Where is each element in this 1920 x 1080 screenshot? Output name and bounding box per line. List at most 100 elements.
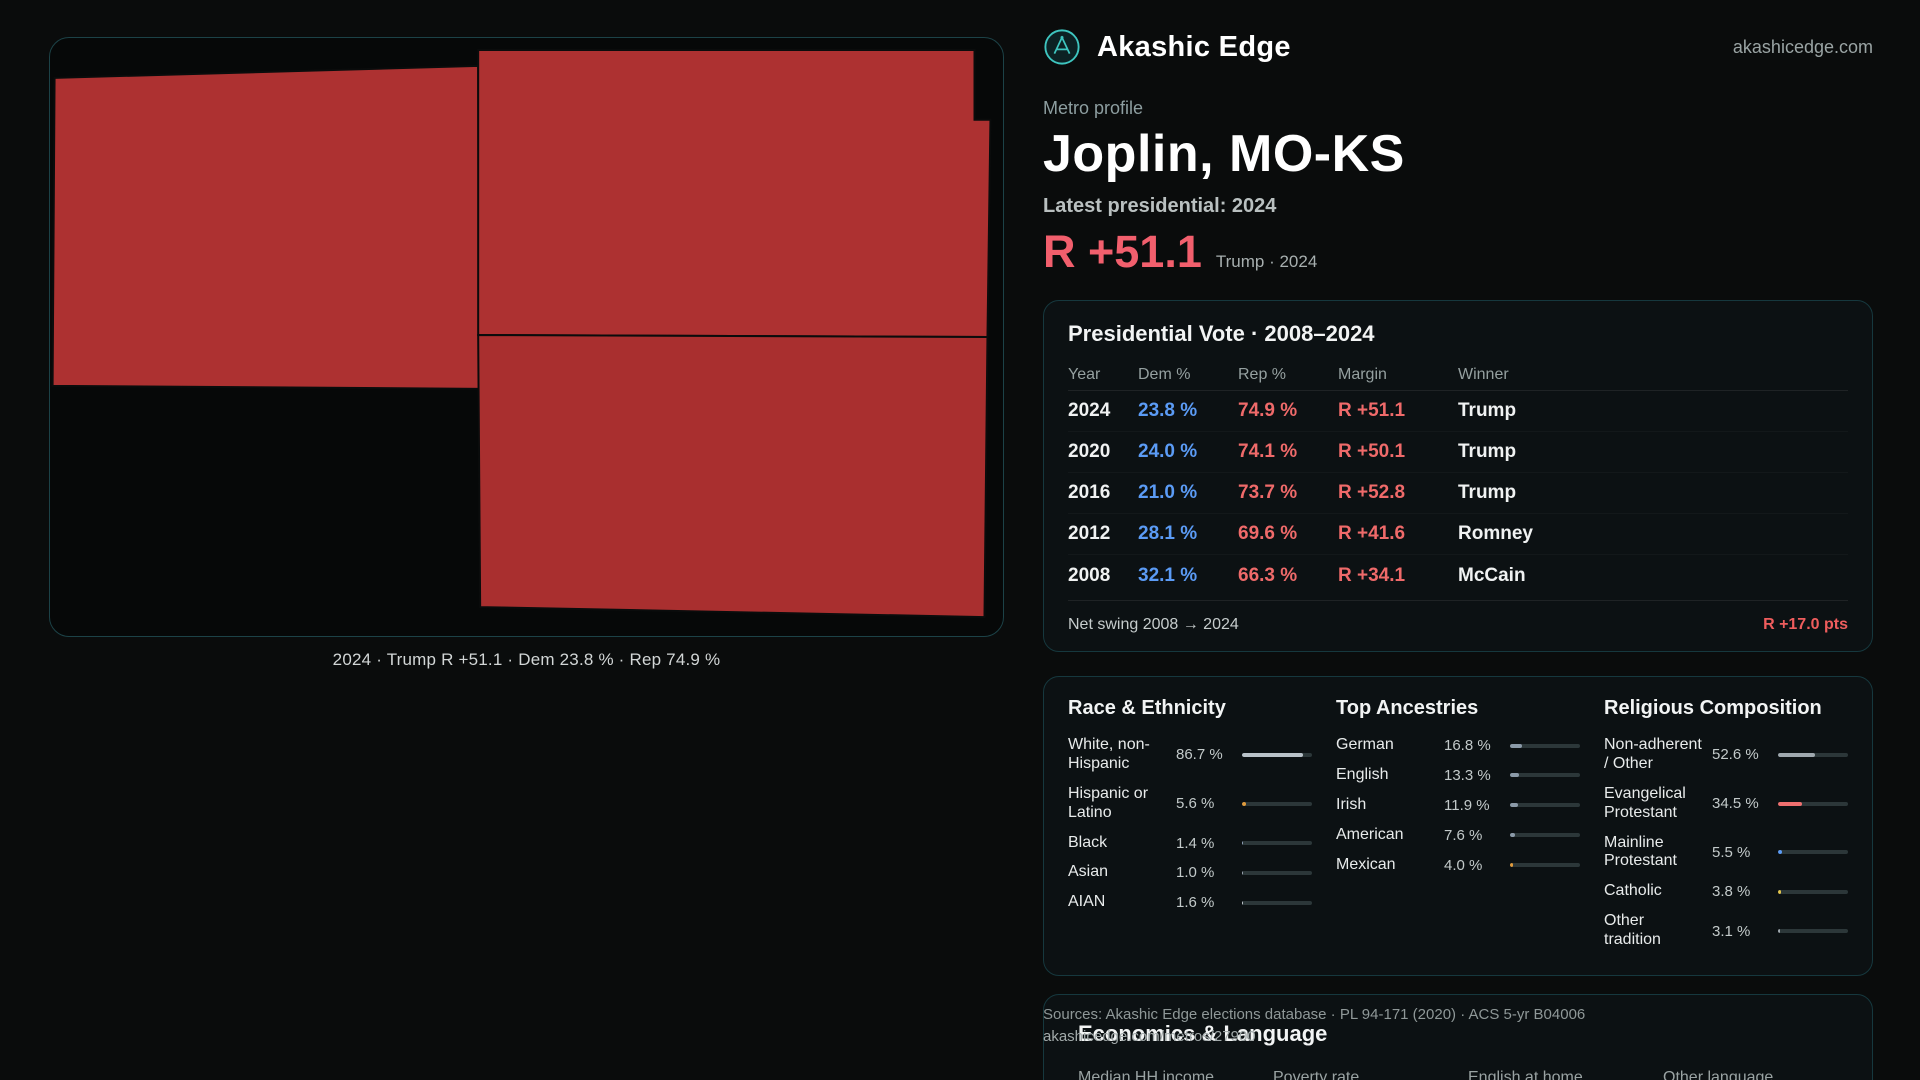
rep-cell: 66.3 %	[1238, 564, 1298, 586]
top-ancestries-section: Top Ancestries German 16.8 % English 13.…	[1336, 697, 1580, 961]
demo-value: 1.6 %	[1176, 894, 1215, 912]
margin-cell: R +50.1	[1338, 441, 1406, 463]
demographics-card: Race & Ethnicity White, non-Hispanic 86.…	[1043, 676, 1873, 976]
demo-bar-track	[1242, 870, 1312, 875]
col-margin: Margin	[1338, 365, 1387, 383]
headline-margin-note: Trump · 2024	[1215, 252, 1318, 272]
permalink[interactable]: akashicedge.com/metros/27900	[1043, 1027, 1256, 1045]
demo-value: 3.8 %	[1712, 883, 1751, 901]
metro-map[interactable]	[50, 38, 1003, 636]
list-item: Black 1.4 %	[1068, 834, 1312, 853]
brand-logo-icon	[1044, 29, 1080, 65]
year-cell: 2012	[1068, 523, 1111, 545]
margin-cell: R +52.8	[1338, 482, 1406, 504]
rep-cell: 74.1 %	[1238, 441, 1298, 463]
list-item: Mexican 4.0 %	[1336, 856, 1580, 875]
stat-label: Poverty rate	[1273, 1068, 1360, 1080]
demo-bar-track	[1242, 752, 1312, 757]
demo-bar-fill	[1778, 850, 1782, 855]
religious-composition-section: Religious Composition Non-adherent / Oth…	[1604, 697, 1848, 961]
demo-value: 3.1 %	[1712, 922, 1751, 940]
list-item: White, non-Hispanic 86.7 %	[1068, 736, 1312, 774]
demo-bar-fill	[1242, 841, 1243, 846]
demo-bar-track	[1510, 863, 1580, 868]
demo-value: 86.7 %	[1176, 746, 1223, 764]
economics-language-card: Economics & Language Median HH income $4…	[1043, 993, 1873, 1080]
race-ethnicity-section: Race & Ethnicity White, non-Hispanic 86.…	[1068, 697, 1312, 961]
table-row: 2008 32.1 % 66.3 % R +34.1 McCain	[1068, 555, 1848, 596]
list-item: Catholic 3.8 %	[1604, 882, 1848, 901]
demo-bar-fill	[1778, 801, 1803, 806]
demo-bar-track	[1778, 850, 1848, 855]
demo-value: 1.4 %	[1176, 834, 1215, 852]
demo-value: 11.9 %	[1444, 796, 1490, 814]
latest-presidential-label: Latest presidential: 2024	[1043, 195, 1277, 218]
demo-label: Non-adherent / Other	[1604, 736, 1702, 772]
section-title: Religious Composition	[1604, 697, 1822, 720]
demo-value: 5.5 %	[1712, 843, 1751, 861]
col-winner: Winner	[1458, 365, 1509, 383]
dem-cell: 21.0 %	[1138, 482, 1198, 504]
col-dem: Dem %	[1138, 365, 1191, 383]
stat-other-language: Other language 5.7 %	[1663, 1069, 1838, 1080]
demo-label: Asian	[1068, 863, 1109, 881]
demo-bar-track	[1778, 929, 1848, 934]
demo-bar-fill	[1510, 773, 1520, 778]
demo-label: American	[1336, 825, 1404, 843]
demo-bar-fill	[1778, 752, 1815, 757]
net-swing-label: Net swing 2008 → 2024	[1068, 616, 1239, 634]
demo-bar-fill	[1242, 801, 1246, 806]
winner-cell: Trump	[1458, 482, 1517, 504]
dem-cell: 23.8 %	[1138, 400, 1198, 422]
demo-bar-fill	[1242, 900, 1244, 905]
demo-bar-track	[1510, 833, 1580, 838]
demo-bar-track	[1510, 803, 1580, 808]
sources-text: Sources: Akashic Edge elections database…	[1043, 1005, 1586, 1023]
demo-label: German	[1336, 736, 1394, 754]
county-shape-northeast[interactable]	[477, 48, 992, 339]
list-item: Hispanic or Latino 5.6 %	[1068, 785, 1312, 823]
demo-bar-fill	[1510, 833, 1516, 838]
margin-cell: R +41.6	[1338, 523, 1406, 545]
demo-label: Irish	[1336, 795, 1367, 813]
col-rep: Rep %	[1238, 365, 1287, 383]
demo-label: AIAN	[1068, 893, 1106, 911]
county-shape-west[interactable]	[51, 64, 481, 390]
demo-label: Evangelical Protestant	[1604, 784, 1686, 821]
demo-value: 1.0 %	[1176, 864, 1215, 882]
demo-bar-track	[1242, 801, 1312, 806]
demo-label: Other tradition	[1604, 912, 1661, 949]
vote-table: Year Dem % Rep % Margin Winner 2024 23.8…	[1068, 359, 1848, 596]
demo-bar-fill	[1778, 889, 1781, 894]
demo-bar-track	[1778, 801, 1848, 806]
rep-cell: 73.7 %	[1238, 482, 1298, 504]
winner-cell: Trump	[1458, 400, 1517, 422]
headline-margin-value: R +51.1	[1043, 226, 1202, 278]
demo-bar-fill	[1778, 929, 1781, 934]
year-cell: 2024	[1068, 400, 1111, 422]
brand-name: Akashic Edge	[1097, 30, 1291, 63]
stat-poverty-rate: Poverty rate 15.8 %	[1273, 1069, 1448, 1080]
demo-bar-track	[1510, 773, 1580, 778]
dem-cell: 28.1 %	[1138, 523, 1198, 545]
economics-stats: Median HH income $44,408 Poverty rate 15…	[1078, 1069, 1838, 1080]
demo-bar-fill	[1242, 870, 1243, 875]
vote-table-header: Year Dem % Rep % Margin Winner	[1068, 359, 1848, 392]
dem-cell: 24.0 %	[1138, 441, 1198, 463]
col-year: Year	[1068, 365, 1101, 383]
metro-profile-panel: Akashic Edge akashicedge.com Metro profi…	[1043, 28, 1873, 1080]
rep-cell: 74.9 %	[1238, 400, 1298, 422]
metro-profile-kicker: Metro profile	[1043, 98, 1144, 118]
demo-value: 5.6 %	[1176, 795, 1215, 813]
stat-median-hh-income: Median HH income $44,408	[1078, 1069, 1253, 1080]
demo-bar-fill	[1510, 803, 1519, 808]
table-row: 2024 23.8 % 74.9 % R +51.1 Trump	[1068, 391, 1848, 432]
county-shape-southeast[interactable]	[477, 334, 989, 619]
brand-domain-link[interactable]: akashicedge.com	[1732, 36, 1873, 57]
table-row: 2016 21.0 % 73.7 % R +52.8 Trump	[1068, 473, 1848, 514]
map-caption: 2024 · Trump R +51.1 · Dem 23.8 % · Rep …	[332, 650, 721, 669]
metro-map-panel	[49, 37, 1004, 637]
demo-bar-track	[1242, 841, 1312, 846]
year-cell: 2008	[1068, 564, 1111, 586]
